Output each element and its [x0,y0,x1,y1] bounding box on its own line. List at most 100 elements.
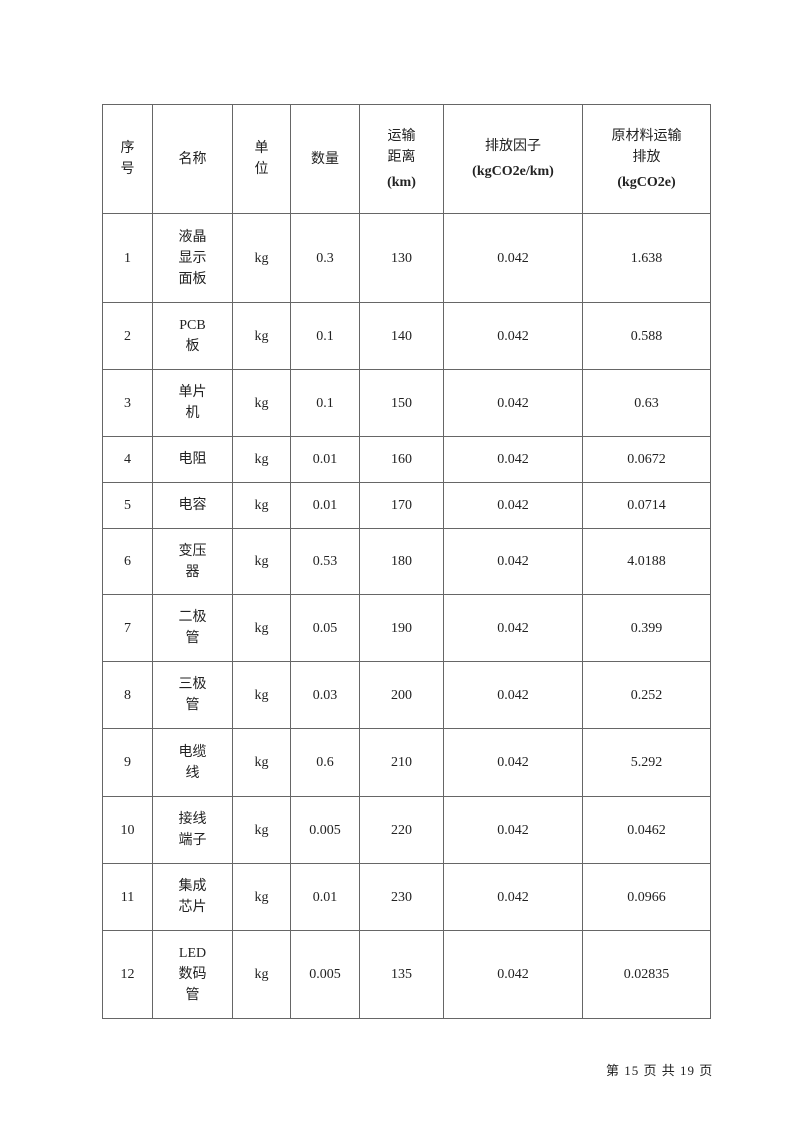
name-line: 器 [185,564,200,580]
cell-unit: kg [232,436,291,483]
header-col-name: 名称 [152,104,233,214]
cell-no: 2 [102,302,153,370]
cell-qty: 0.005 [290,930,360,1019]
table-row: 8 三极管 kg 0.03 200 0.042 0.252 [102,661,711,729]
name-line: 电容 [178,498,207,513]
name-line: 芯片 [178,900,207,915]
cell-factor: 0.042 [443,930,583,1019]
cell-factor: 0.042 [443,436,583,483]
name-line: 变压 [178,543,207,559]
cell-no: 10 [102,796,153,864]
cell-unit: kg [232,528,291,595]
cell-factor: 0.042 [443,863,583,931]
cell-distance: 140 [359,302,444,370]
name-line: 面板 [178,271,207,287]
cell-distance: 170 [359,482,444,529]
name-line: 管 [185,698,200,713]
cell-distance: 130 [359,213,444,303]
cell-factor: 0.042 [443,302,583,370]
header-text: 名称 [178,151,207,167]
cell-no: 6 [102,528,153,595]
table-row: 1 液晶 显示 面板 kg 0.3 130 0.042 1.638 [102,213,711,303]
cell-name: 电缆线 [152,728,233,797]
cell-no: 9 [102,728,153,797]
cell-distance: 230 [359,863,444,931]
cell-name: 变压器 [152,528,233,595]
cell-emission: 5.292 [582,728,711,797]
name-line: 集成 [178,879,207,894]
cell-no: 7 [102,594,153,662]
table-row: 12 LED 数码管 kg 0.005 135 0.042 0.02835 [102,930,711,1019]
name-line: 管 [185,631,200,646]
cell-no: 12 [102,930,153,1019]
cell-name: 集成 芯片 [152,863,233,931]
cell-distance: 135 [359,930,444,1019]
cell-qty: 0.005 [290,796,360,864]
cell-qty: 0.1 [290,302,360,370]
cell-qty: 0.3 [290,213,360,303]
header-unit: (kgCO2e/km) [472,164,554,179]
cell-qty: 0.53 [290,528,360,595]
header-col-no: 序号 [102,104,153,214]
cell-name: 二极管 [152,594,233,662]
cell-name: 液晶 显示 面板 [152,213,233,303]
cell-unit: kg [232,213,291,303]
cell-qty: 0.01 [290,863,360,931]
cell-distance: 160 [359,436,444,483]
cell-distance: 210 [359,728,444,797]
cell-qty: 0.1 [290,369,360,437]
header-text: 数量 [311,151,339,167]
header-text: 排放 [632,149,661,165]
table-row: 9 电缆线 kg 0.6 210 0.042 5.292 [102,728,711,797]
cell-unit: kg [232,302,291,370]
cell-emission: 0.63 [582,369,711,437]
cell-unit: kg [232,863,291,931]
header-text: 排放因子 [485,139,541,154]
cell-emission: 0.0966 [582,863,711,931]
table-row: 4 电阻 kg 0.01 160 0.042 0.0672 [102,436,711,483]
name-line: 液晶 [178,229,207,245]
cell-distance: 150 [359,369,444,437]
name-line: 二极 [178,610,207,625]
cell-qty: 0.05 [290,594,360,662]
table-row: 2 PCB 板 kg 0.1 140 0.042 0.588 [102,302,711,370]
cell-emission: 1.638 [582,213,711,303]
header-col-unit: 单位 [232,104,291,214]
cell-distance: 220 [359,796,444,864]
header-text: 运输 [387,128,416,144]
header-text: 序 [120,141,135,156]
name-line: 管 [185,988,200,1003]
cell-no: 8 [102,661,153,729]
header-text: 单 [254,141,269,156]
cell-name: 电阻 [152,436,233,483]
cell-distance: 200 [359,661,444,729]
cell-qty: 0.01 [290,436,360,483]
name-line: 端子 [178,833,207,848]
emission-table: 序号 名称 单位 数量 运输 距离 (km) 排放因子 (kgCO2e/km) 原材料运输 排放 (k… [102,104,711,1019]
cell-factor: 0.042 [443,594,583,662]
cell-distance: 190 [359,594,444,662]
header-text: 原材料运输 [611,128,682,144]
cell-name: 电容 [152,482,233,529]
cell-qty: 0.01 [290,482,360,529]
cell-factor: 0.042 [443,369,583,437]
cell-no: 4 [102,436,153,483]
header-text: 号 [120,162,135,177]
cell-no: 1 [102,213,153,303]
table-row: 10 接线 端子 kg 0.005 220 0.042 0.0462 [102,796,711,864]
header-col-qty: 数量 [290,104,360,214]
name-line: 单片 [178,385,207,400]
name-line: 电阻 [178,452,207,467]
name-line: 线 [185,765,200,781]
cell-emission: 0.399 [582,594,711,662]
cell-factor: 0.042 [443,213,583,303]
header-col-emission: 原材料运输排放 (kgCO2e) [582,104,711,214]
table-row: 6 变压器 kg 0.53 180 0.042 4.0188 [102,528,711,595]
cell-qty: 0.6 [290,728,360,797]
cell-unit: kg [232,594,291,662]
cell-name: 三极管 [152,661,233,729]
name-line: 三极 [178,677,207,692]
header-row: 序号 名称 单位 数量 运输 距离 (km) 排放因子 (kgCO2e/km) 原材料运输 排放 (k… [102,104,711,214]
header-unit: (kgCO2e) [617,174,676,190]
header-text: 距离 [387,149,416,165]
